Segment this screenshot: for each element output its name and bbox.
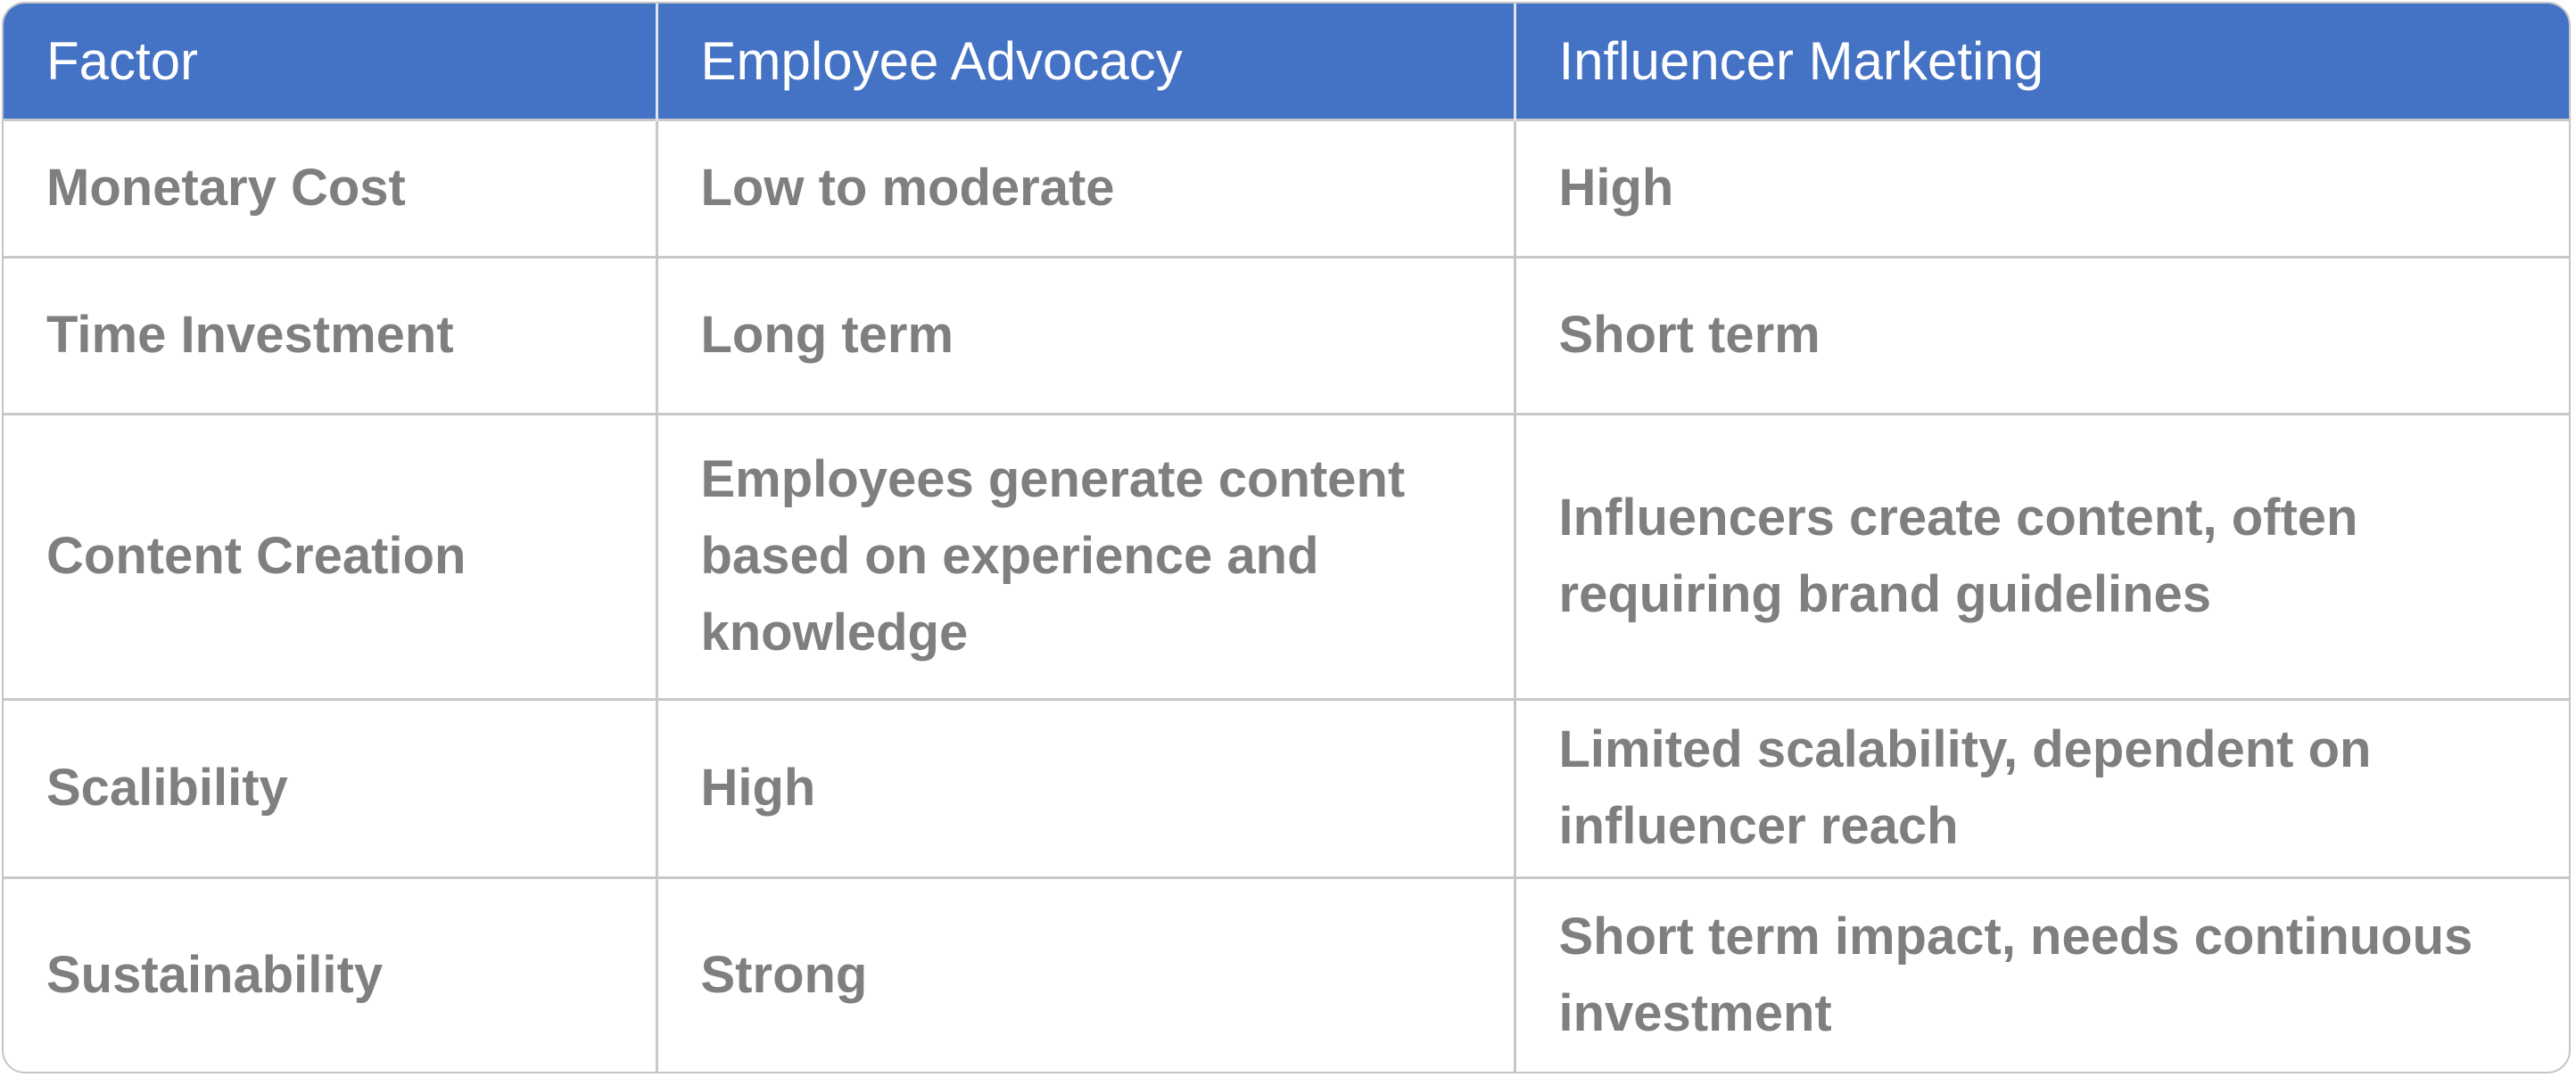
header-factor: Factor	[4, 4, 658, 119]
comparison-table: Factor Employee Advocacy Influencer Mark…	[4, 4, 2569, 1072]
table-row: Time Investment Long term Short term	[4, 255, 2569, 414]
influencer-marketing-cell: Limited scalability, dependent on influe…	[1515, 697, 2569, 877]
table-row: Scalibility High Limited scalability, de…	[4, 697, 2569, 877]
factor-cell: Monetary Cost	[4, 118, 658, 257]
header-row: Factor Employee Advocacy Influencer Mark…	[4, 4, 2569, 119]
influencer-marketing-cell: High	[1515, 118, 2569, 257]
table-row: Sustainability Strong Short term impact,…	[4, 876, 2569, 1072]
factor-cell: Content Creation	[4, 412, 658, 699]
influencer-marketing-cell: Short term	[1515, 255, 2569, 414]
factor-cell: Scalibility	[4, 697, 658, 877]
employee-advocacy-cell: Low to moderate	[656, 118, 1516, 257]
employee-advocacy-cell: High	[656, 697, 1516, 877]
header-influencer-marketing: Influencer Marketing	[1515, 4, 2569, 119]
factor-cell: Time Investment	[4, 255, 658, 414]
influencer-marketing-cell: Short term impact, needs continuous inve…	[1515, 876, 2569, 1072]
employee-advocacy-cell: Long term	[656, 255, 1516, 414]
employee-advocacy-cell: Employees generate content based on expe…	[656, 412, 1516, 699]
table-row: Content Creation Employees generate cont…	[4, 412, 2569, 699]
influencer-marketing-cell: Influencers create content, often requir…	[1515, 412, 2569, 699]
table-row: Monetary Cost Low to moderate High	[4, 118, 2569, 257]
employee-advocacy-cell: Strong	[656, 876, 1516, 1072]
factor-cell: Sustainability	[4, 876, 658, 1072]
header-employee-advocacy: Employee Advocacy	[656, 4, 1516, 119]
